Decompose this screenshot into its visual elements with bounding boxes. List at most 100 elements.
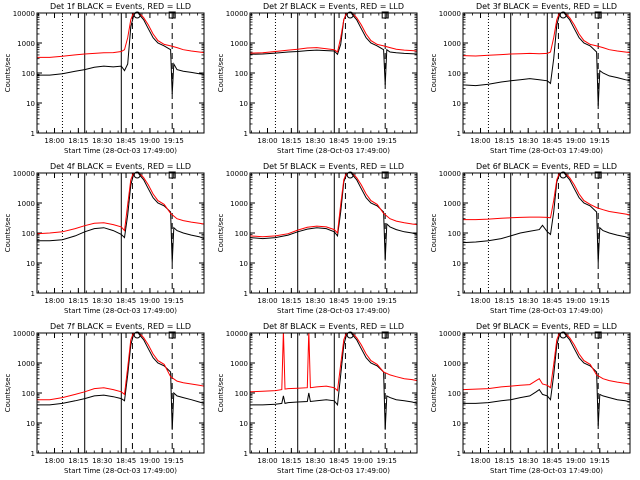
panel-5: Det 5f BLACK = Events, RED = LLD Counts/s… bbox=[217, 162, 418, 315]
x-axis-label: Start Time (28-Oct-03 17:49:00) bbox=[64, 147, 177, 155]
marker-circle bbox=[133, 331, 141, 339]
y-tick-label: 10000 bbox=[439, 330, 461, 338]
y-axis-label: Counts/sec bbox=[430, 214, 438, 253]
x-tick-label: 18:00 bbox=[470, 297, 490, 305]
x-tick-label: 18:15 bbox=[494, 137, 514, 145]
x-tick-label: 19:00 bbox=[353, 297, 373, 305]
y-tick-label: 100 bbox=[448, 390, 461, 398]
series-line-lld bbox=[37, 13, 204, 58]
x-tick-label: 19:15 bbox=[590, 137, 610, 145]
x-axis-label: Start Time (28-Oct-03 17:49:00) bbox=[64, 467, 177, 475]
panel-title: Det 1f BLACK = Events, RED = LLD bbox=[50, 2, 191, 11]
y-axis-label: Counts/sec bbox=[4, 214, 12, 253]
x-tick-label: 19:00 bbox=[140, 137, 160, 145]
x-tick-label: 18:45 bbox=[116, 137, 136, 145]
y-tick-label: 100 bbox=[448, 70, 461, 78]
x-tick-label: 18:30 bbox=[305, 137, 325, 145]
y-tick-label: 10 bbox=[239, 420, 248, 428]
x-tick-label: 18:30 bbox=[92, 297, 112, 305]
x-tick-label: 18:45 bbox=[542, 457, 562, 465]
series-line-events bbox=[250, 173, 417, 261]
y-tick-label: 10 bbox=[26, 100, 35, 108]
x-tick-label: 18:15 bbox=[494, 297, 514, 305]
x-tick-label: 19:15 bbox=[590, 457, 610, 465]
y-tick-label: 1 bbox=[244, 450, 248, 458]
x-tick-label: 18:45 bbox=[116, 297, 136, 305]
x-tick-label: 19:00 bbox=[140, 457, 160, 465]
y-tick-label: 10 bbox=[26, 420, 35, 428]
x-tick-label: 18:15 bbox=[281, 297, 301, 305]
y-tick-label: 10000 bbox=[13, 10, 35, 18]
panel-8: Det 8f BLACK = Events, RED = LLD Counts/s… bbox=[217, 322, 418, 475]
x-tick-label: 19:00 bbox=[566, 137, 586, 145]
y-tick-label: 1000 bbox=[443, 200, 461, 208]
panel-title: Det 4f BLACK = Events, RED = LLD bbox=[50, 162, 191, 171]
plot-frame bbox=[462, 12, 631, 134]
x-axis-label: Start Time (28-Oct-03 17:49:00) bbox=[64, 307, 177, 315]
x-tick-label: 18:15 bbox=[281, 137, 301, 145]
series-line-events bbox=[463, 173, 630, 264]
y-tick-label: 10 bbox=[239, 260, 248, 268]
panel-title: Det 3f BLACK = Events, RED = LLD bbox=[476, 2, 617, 11]
x-tick-label: 18:30 bbox=[518, 297, 538, 305]
y-tick-label: 10 bbox=[239, 100, 248, 108]
marker-square bbox=[594, 171, 602, 179]
panel-title: Det 9f BLACK = Events, RED = LLD bbox=[476, 322, 617, 331]
x-tick-label: 18:30 bbox=[305, 297, 325, 305]
y-axis-label: Counts/sec bbox=[430, 374, 438, 413]
y-tick-label: 100 bbox=[235, 390, 248, 398]
y-tick-label: 10000 bbox=[226, 170, 248, 178]
y-tick-label: 1000 bbox=[17, 360, 35, 368]
marker-circle bbox=[559, 331, 567, 339]
x-axis-label: Start Time (28-Oct-03 17:49:00) bbox=[277, 307, 390, 315]
marker-circle bbox=[559, 11, 567, 19]
marker-square bbox=[168, 331, 176, 339]
y-axis-label: Counts/sec bbox=[217, 374, 225, 413]
y-tick-label: 10000 bbox=[226, 330, 248, 338]
x-axis-label: Start Time (28-Oct-03 17:49:00) bbox=[277, 467, 390, 475]
plot-frame bbox=[462, 172, 631, 294]
x-tick-label: 19:15 bbox=[164, 297, 184, 305]
y-tick-label: 1 bbox=[457, 450, 461, 458]
x-tick-label: 18:45 bbox=[329, 137, 349, 145]
x-tick-label: 19:00 bbox=[140, 297, 160, 305]
y-tick-label: 100 bbox=[448, 230, 461, 238]
x-tick-label: 19:15 bbox=[164, 457, 184, 465]
y-tick-label: 1000 bbox=[230, 200, 248, 208]
x-tick-label: 19:00 bbox=[353, 137, 373, 145]
x-tick-label: 18:00 bbox=[470, 137, 490, 145]
plot-frame bbox=[36, 332, 205, 454]
x-tick-label: 18:00 bbox=[470, 457, 490, 465]
x-tick-label: 19:15 bbox=[164, 137, 184, 145]
plot-frame bbox=[36, 12, 205, 134]
plot-frame bbox=[249, 12, 418, 134]
panel-2: Det 2f BLACK = Events, RED = LLD Counts/s… bbox=[217, 2, 418, 155]
y-tick-label: 10000 bbox=[226, 10, 248, 18]
x-tick-label: 19:15 bbox=[377, 457, 397, 465]
x-tick-label: 19:15 bbox=[377, 297, 397, 305]
marker-circle bbox=[133, 171, 141, 179]
plot-frame bbox=[249, 332, 418, 454]
series-line-events bbox=[37, 333, 204, 430]
series-line-events bbox=[250, 333, 417, 430]
marker-circle bbox=[559, 171, 567, 179]
x-tick-label: 18:30 bbox=[92, 137, 112, 145]
marker-square bbox=[381, 171, 389, 179]
y-tick-label: 10000 bbox=[13, 330, 35, 338]
panel-title: Det 6f BLACK = Events, RED = LLD bbox=[476, 162, 617, 171]
x-tick-label: 18:00 bbox=[257, 137, 277, 145]
y-axis-label: Counts/sec bbox=[4, 374, 12, 413]
plot-frame bbox=[249, 172, 418, 294]
series-line-events bbox=[463, 13, 630, 106]
x-tick-label: 19:00 bbox=[566, 297, 586, 305]
series-line-lld bbox=[37, 173, 204, 235]
y-tick-label: 100 bbox=[22, 230, 35, 238]
x-tick-label: 18:45 bbox=[542, 137, 562, 145]
series-line-lld bbox=[250, 13, 417, 54]
y-tick-label: 100 bbox=[235, 230, 248, 238]
x-tick-label: 18:00 bbox=[257, 297, 277, 305]
panel-9: Det 9f BLACK = Events, RED = LLD Counts/s… bbox=[430, 322, 631, 475]
series-line-events bbox=[463, 333, 630, 426]
y-tick-label: 1 bbox=[31, 290, 35, 298]
